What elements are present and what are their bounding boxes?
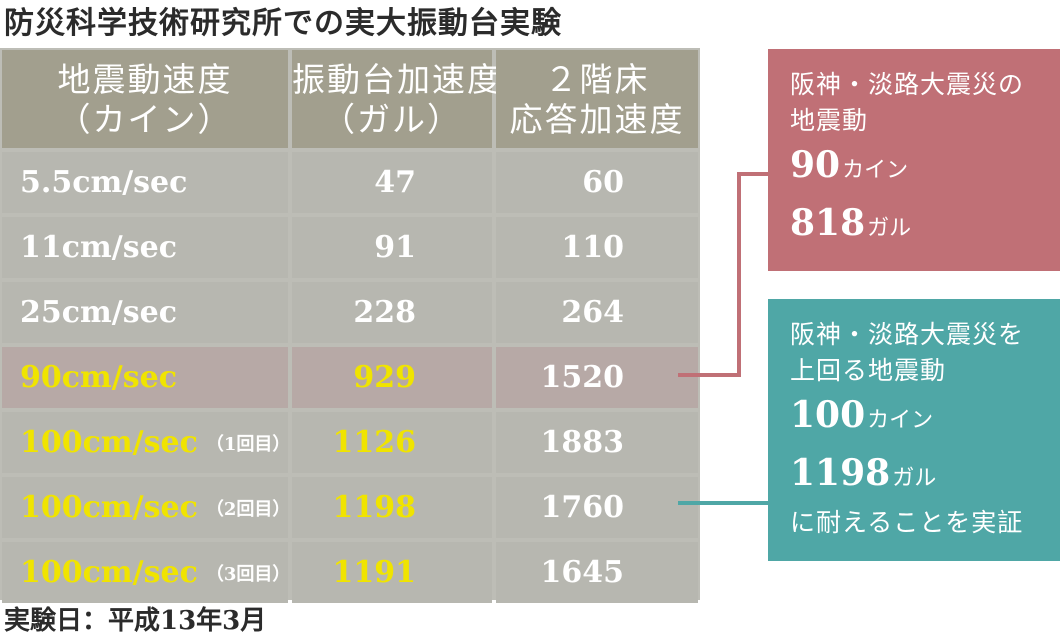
row-speed-value: 5.5cm/sec (20, 165, 188, 200)
header-speed-line2: （カイン） (57, 100, 233, 139)
row-floor-accel: 1645 (496, 542, 698, 603)
row-table-accel: 91 (292, 217, 492, 278)
row-floor-accel-value: 264 (561, 295, 624, 330)
row-speed-value: 25cm/sec (20, 295, 177, 330)
row-table-accel-value: 1126 (332, 425, 417, 460)
hanshin-line1: 阪神・淡路大震災の (790, 70, 1025, 99)
row-speed-value: 100cm/sec (20, 490, 198, 525)
header-floor-accel-line2: 応答加速度 (509, 100, 685, 139)
row-speed-value: 100cm/sec (20, 425, 198, 460)
exceed-gal-unit: ガル (892, 466, 937, 491)
row-trial-note: （3回目） (205, 563, 291, 585)
row-table-accel: 228 (292, 282, 492, 343)
row-table-accel: 1191 (292, 542, 492, 603)
row-floor-accel-value: 110 (561, 230, 624, 265)
row-floor-accel-value: 1645 (540, 555, 625, 590)
row-floor-accel-value: 1520 (540, 360, 625, 395)
row-table-accel-value: 47 (374, 165, 416, 200)
experiment-date: 実験日：平成13年3月 (4, 606, 267, 636)
row-speed-value: 11cm/sec (20, 230, 177, 265)
hanshin-gal-value: 818 (790, 202, 866, 244)
exceed-gal: 1198ガル (790, 447, 1060, 505)
row-table-accel-value: 91 (374, 230, 416, 265)
hanshin-callout: 阪神・淡路大震災の 地震動 90カイン 818ガル (768, 49, 1060, 271)
header-table-accel: 振動台加速度 （ガル） (292, 50, 502, 148)
exceed-callout: 阪神・淡路大震災を 上回る地震動 100カイン 1198ガル に耐えることを実証 (768, 299, 1060, 561)
row-trial-note: （1回目） (205, 433, 291, 455)
exceed-line3: に耐えることを実証 (790, 508, 1024, 537)
row-table-accel: 929 (292, 347, 492, 408)
row-table-accel-value: 1198 (332, 490, 417, 525)
header-table-accel-line1: 振動台加速度 (292, 60, 502, 99)
exceed-line2: 上回る地震動 (790, 356, 947, 385)
row-floor-accel: 60 (496, 152, 698, 213)
page-title: 防災科学技術研究所での実大振動台実験 (4, 6, 562, 41)
row-speed: 25cm/sec (2, 282, 288, 343)
hanshin-line2: 地震動 (790, 106, 869, 135)
hanshin-kine-value: 90 (790, 144, 841, 186)
hanshin-gal: 818ガル (790, 197, 1060, 255)
header-table-accel-line2: （ガル） (322, 100, 462, 139)
row-speed: 100cm/sec （1回目） (2, 412, 291, 473)
row-table-accel-value: 1191 (332, 555, 417, 590)
header-speed-line1: 地震動速度 (57, 60, 233, 99)
row-speed-value: 90cm/sec (20, 360, 177, 395)
row-table-accel-value: 228 (353, 295, 416, 330)
row-table-accel: 1126 (292, 412, 492, 473)
row-speed: 100cm/sec （2回目） (2, 477, 291, 538)
row-floor-accel: 110 (496, 217, 698, 278)
hanshin-kine: 90カイン (790, 139, 1060, 197)
row-floor-accel: 264 (496, 282, 698, 343)
row-speed-value: 100cm/sec (20, 555, 198, 590)
experiment-table: 地震動速度 （カイン） 振動台加速度 （ガル） ２階床 応答加速度 5.5cm/sec 47 6… (0, 48, 700, 603)
row-speed: 11cm/sec (2, 217, 288, 278)
row-floor-accel: 1883 (496, 412, 698, 473)
header-speed: 地震動速度 （カイン） (2, 50, 288, 148)
row-table-accel: 47 (292, 152, 492, 213)
header-floor-accel: ２階床 応答加速度 (496, 50, 698, 148)
hanshin-gal-unit: ガル (867, 216, 912, 241)
exceed-kine-unit: カイン (867, 408, 934, 433)
hanshin-connector (678, 172, 768, 377)
header-floor-accel-line1: ２階床 (544, 60, 650, 99)
row-trial-note: （2回目） (205, 498, 291, 520)
exceed-kine: 100カイン (790, 389, 1060, 447)
exceed-kine-value: 100 (790, 394, 866, 436)
row-table-accel: 1198 (292, 477, 492, 538)
row-speed: 5.5cm/sec (2, 152, 288, 213)
exceed-gal-value: 1198 (790, 452, 891, 494)
hanshin-kine-unit: カイン (842, 158, 909, 183)
row-table-accel-value: 929 (353, 360, 416, 395)
row-floor-accel-value: 1760 (540, 490, 625, 525)
row-speed: 100cm/sec （3回目） (2, 542, 291, 603)
row-floor-accel: 1760 (496, 477, 698, 538)
row-floor-accel-value: 1883 (540, 425, 625, 460)
row-floor-accel: 1520 (496, 347, 698, 408)
exceed-line1: 阪神・淡路大震災を (790, 320, 1025, 349)
row-speed: 90cm/sec (2, 347, 288, 408)
row-floor-accel-value: 60 (582, 165, 624, 200)
